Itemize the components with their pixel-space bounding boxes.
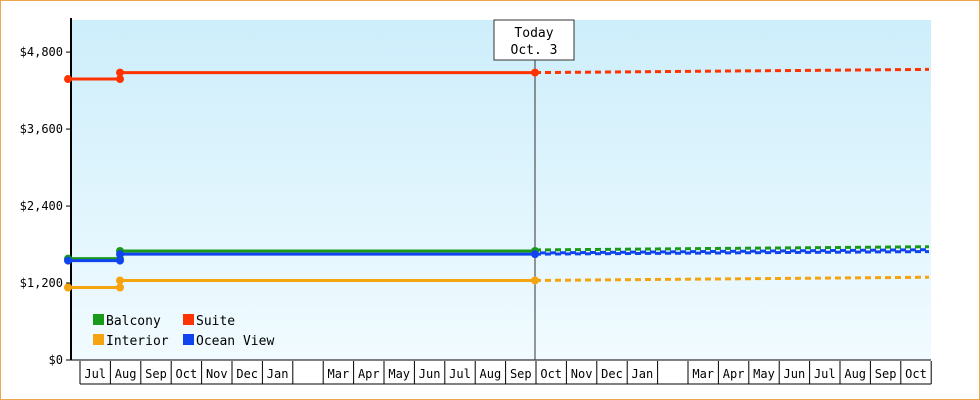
series-point-suite bbox=[531, 68, 539, 77]
month-label: Oct bbox=[540, 367, 562, 381]
month-label: Mar bbox=[692, 367, 714, 381]
month-label: Jun bbox=[784, 367, 806, 381]
legend-swatch-balcony bbox=[93, 314, 104, 325]
y-tick-label: $2,400 bbox=[20, 199, 63, 213]
month-label: Dec bbox=[601, 367, 623, 381]
series-point-interior bbox=[116, 283, 124, 292]
series-point-interior bbox=[64, 283, 72, 292]
legend-label-interior: Interior bbox=[106, 334, 169, 349]
legend-label-suite: Suite bbox=[196, 314, 235, 329]
month-label: Aug bbox=[844, 367, 866, 381]
plot-background bbox=[71, 20, 931, 360]
y-tick-label: $0 bbox=[49, 353, 63, 367]
month-label: Sep bbox=[875, 367, 897, 381]
series-forecast-ocean-view bbox=[534, 250, 930, 256]
month-label: May bbox=[753, 367, 775, 381]
series-point-ocean-view bbox=[116, 256, 124, 265]
month-label: Jul bbox=[814, 367, 836, 381]
series-point-suite bbox=[116, 75, 124, 84]
month-label: Sep bbox=[510, 367, 532, 381]
month-label: May bbox=[388, 367, 410, 381]
month-label: Sep bbox=[145, 367, 167, 381]
month-label: Jan bbox=[632, 367, 654, 381]
series-forecast-balcony bbox=[534, 245, 930, 252]
y-tick-labels: $0 $1,200 $2,400 $3,600 $4,800 bbox=[20, 45, 71, 367]
month-label: Aug bbox=[480, 367, 502, 381]
legend-swatch-ocean-view bbox=[183, 334, 194, 345]
series-point-suite bbox=[64, 75, 72, 84]
y-tick-label: $4,800 bbox=[20, 45, 63, 59]
series-forecast-interior bbox=[534, 275, 930, 282]
series-point-interior bbox=[116, 276, 124, 285]
series-point-suite bbox=[116, 68, 124, 77]
legend-label-ocean-view: Ocean View bbox=[196, 334, 274, 349]
month-label: Jul bbox=[449, 367, 471, 381]
today-callout-title: Today bbox=[514, 26, 553, 41]
legend: Balcony Suite Interior Ocean View bbox=[93, 314, 274, 349]
series-lines bbox=[64, 67, 930, 292]
x-month-labels: Jul Aug Sep Oct Nov Dec Jan Mar Apr May Jun Jul Aug S… bbox=[79, 361, 932, 385]
legend-label-balcony: Balcony bbox=[106, 314, 161, 329]
month-label: Apr bbox=[723, 367, 745, 381]
series-point-interior bbox=[531, 276, 539, 285]
month-label: Oct bbox=[176, 367, 198, 381]
month-label: Dec bbox=[236, 367, 258, 381]
month-label: Oct bbox=[905, 367, 927, 381]
month-label: Apr bbox=[358, 367, 380, 381]
today-callout-box bbox=[493, 19, 575, 61]
month-label: Jun bbox=[419, 367, 441, 381]
today-callout-date: Oct. 3 bbox=[511, 43, 558, 58]
today-marker: Today Oct. 3 bbox=[493, 19, 575, 360]
legend-swatch-suite bbox=[183, 314, 194, 325]
month-label: Aug bbox=[115, 367, 137, 381]
month-label: Jul bbox=[84, 367, 106, 381]
month-label: Nov bbox=[571, 367, 593, 381]
series-point-ocean-view bbox=[116, 250, 124, 259]
month-label: Jan bbox=[267, 367, 289, 381]
series-point-ocean-view bbox=[531, 250, 539, 259]
series-point-ocean-view bbox=[64, 256, 72, 265]
axes bbox=[70, 18, 931, 361]
month-label: Nov bbox=[206, 367, 228, 381]
month-label: Mar bbox=[328, 367, 350, 381]
y-tick-label: $3,600 bbox=[20, 122, 63, 136]
legend-swatch-interior bbox=[93, 334, 104, 345]
series-forecast-suite bbox=[534, 67, 930, 75]
y-tick-label: $1,200 bbox=[20, 276, 63, 290]
